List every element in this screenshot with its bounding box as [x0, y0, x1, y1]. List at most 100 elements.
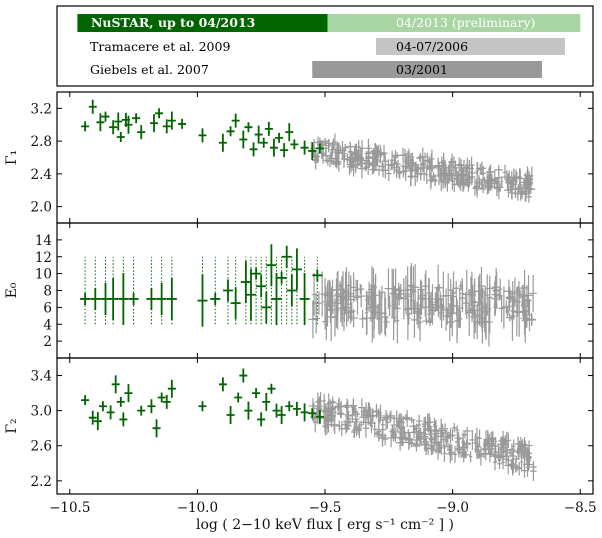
historical-point: [441, 164, 451, 182]
historical-point: [511, 168, 517, 187]
x-tick-label: −9.5: [309, 500, 342, 516]
historical-point: [422, 270, 430, 303]
historical-point: [434, 442, 442, 460]
historical-points: [308, 392, 537, 482]
historical-point: [391, 427, 400, 437]
historical-point: [429, 284, 436, 325]
nustar-label: NuSTAR, up to 04/2013: [91, 15, 255, 30]
historical-point: [526, 184, 536, 195]
historical-point: [423, 152, 427, 169]
historical-point: [419, 427, 429, 446]
nustar-point: [226, 126, 235, 137]
historical-point: [474, 437, 481, 456]
nustar-point: [281, 245, 292, 268]
historical-point: [527, 176, 534, 190]
historical-point: [385, 416, 390, 429]
historical-point: [389, 150, 395, 170]
historical-point: [416, 290, 420, 329]
historical-point: [426, 162, 435, 170]
nustar-point: [239, 368, 248, 383]
historical-point: [390, 268, 394, 318]
nustar-point: [254, 125, 263, 144]
y-tick-label: 6: [43, 300, 52, 316]
panel-1: 2.0 2.4 2.8 3.2 Γ₁: [4, 91, 594, 224]
historical-point: [448, 289, 457, 337]
historical-point: [365, 292, 369, 326]
historical-point: [344, 421, 352, 431]
historical-point: [417, 281, 425, 298]
historical-point: [380, 414, 388, 421]
nustar-point: [178, 118, 187, 129]
historical-point: [381, 152, 389, 171]
historical-point: [512, 455, 521, 463]
nustar-point: [308, 141, 317, 160]
historical-point: [396, 431, 405, 445]
historical-point: [459, 168, 466, 180]
historical-point: [436, 440, 446, 455]
historical-point: [344, 403, 349, 410]
historical-point: [343, 399, 352, 412]
historical-point: [512, 464, 522, 472]
historical-point: [340, 290, 347, 306]
historical-point: [322, 140, 329, 156]
historical-point: [492, 453, 498, 471]
historical-point: [395, 294, 402, 301]
historical-point: [392, 152, 402, 159]
historical-point: [369, 165, 378, 174]
nustar-point: [88, 410, 97, 425]
nustar-points: [81, 99, 324, 160]
historical-point: [504, 183, 513, 198]
nustar-point: [147, 399, 156, 414]
historical-point: [330, 279, 335, 301]
historical-point: [414, 166, 419, 175]
historical-point: [326, 155, 334, 167]
historical-point: [333, 286, 341, 321]
historical-point: [429, 445, 437, 455]
historical-point: [349, 308, 358, 327]
historical-point: [403, 410, 411, 427]
nustar-point: [90, 287, 101, 310]
historical-point: [395, 297, 400, 344]
nustar-point: [230, 287, 241, 320]
panel-3: 2.2 2.6 3.0 3.4 Γ₂: [4, 357, 594, 495]
historical-point: [512, 439, 516, 454]
historical-point: [323, 280, 333, 311]
nustar-point: [146, 287, 157, 310]
historical-point: [388, 160, 394, 171]
historical-point: [425, 441, 432, 456]
historical-point: [358, 158, 366, 179]
historical-point: [433, 287, 440, 311]
historical-point: [423, 413, 432, 432]
nustar-point: [80, 292, 91, 305]
nustar-point: [256, 275, 267, 298]
historical-point: [468, 285, 477, 306]
legend-row-tramacere: Tramacere et al. 2009 04-07/2006: [90, 38, 565, 55]
historical-point: [447, 279, 454, 302]
historical-point: [483, 305, 488, 338]
historical-point: [463, 444, 467, 459]
historical-point: [342, 411, 351, 432]
historical-point: [459, 165, 465, 185]
giebels-period-label: 03/2001: [396, 62, 448, 77]
historical-point: [450, 172, 455, 191]
nustar-point: [267, 383, 276, 394]
historical-point: [517, 461, 522, 476]
nustar-point: [106, 405, 115, 420]
historical-point: [514, 286, 521, 317]
historical-point: [311, 273, 317, 317]
nustar-point: [93, 412, 102, 431]
nustar-point: [149, 114, 158, 133]
historical-point: [495, 291, 503, 301]
historical-point: [442, 307, 452, 325]
historical-point: [425, 165, 429, 184]
historical-point: [410, 163, 414, 179]
historical-point: [407, 262, 415, 308]
nustar-point: [157, 392, 166, 403]
y-tick-label: 4: [43, 317, 52, 333]
historical-point: [409, 419, 418, 434]
historical-point: [469, 451, 473, 463]
historical-point: [462, 427, 472, 435]
historical-point: [408, 416, 416, 423]
nustar-point: [198, 128, 207, 143]
historical-point: [480, 288, 486, 328]
